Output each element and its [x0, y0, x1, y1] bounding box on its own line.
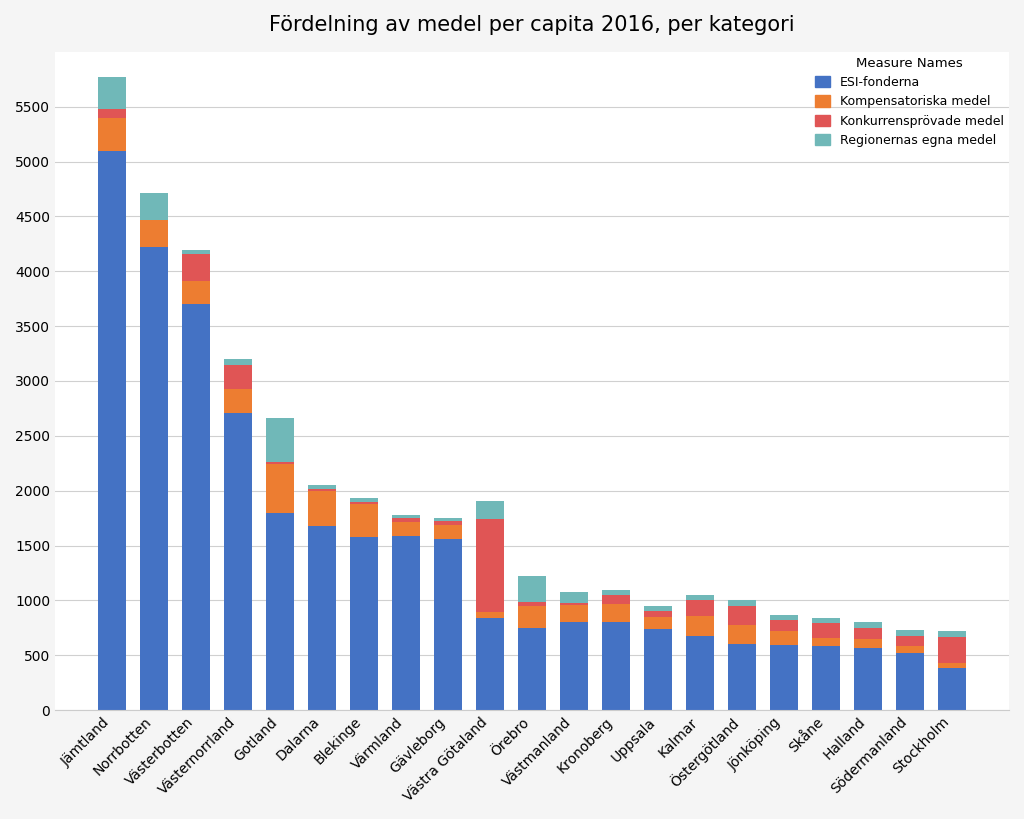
Bar	[434, 539, 462, 710]
Bar	[812, 638, 840, 646]
Bar	[518, 628, 546, 710]
Bar	[644, 617, 672, 629]
Bar	[854, 622, 882, 628]
Title: Fördelning av medel per capita 2016, per kategori: Fördelning av medel per capita 2016, per…	[269, 15, 795, 35]
Bar	[938, 663, 966, 668]
Bar	[602, 595, 630, 604]
Bar	[728, 625, 756, 645]
Bar	[266, 462, 294, 464]
Bar	[182, 251, 210, 254]
Legend: ESI-fonderna, Kompensatoriska medel, Konkurrensprövade medel, Regionernas egna m: ESI-fonderna, Kompensatoriska medel, Kon…	[810, 52, 1009, 152]
Bar	[686, 616, 714, 636]
Bar	[350, 536, 378, 710]
Bar	[266, 513, 294, 710]
Bar	[476, 500, 504, 519]
Bar	[728, 606, 756, 625]
Bar	[98, 77, 126, 109]
Bar	[770, 631, 798, 645]
Bar	[854, 648, 882, 710]
Bar	[140, 219, 168, 247]
Bar	[224, 389, 252, 413]
Bar	[602, 622, 630, 710]
Bar	[602, 604, 630, 622]
Bar	[182, 304, 210, 710]
Bar	[896, 653, 924, 710]
Bar	[182, 281, 210, 304]
Bar	[812, 618, 840, 623]
Bar	[644, 606, 672, 612]
Bar	[224, 364, 252, 389]
Bar	[560, 622, 588, 710]
Bar	[644, 612, 672, 617]
Bar	[266, 464, 294, 513]
Bar	[686, 595, 714, 600]
Bar	[812, 623, 840, 638]
Bar	[308, 485, 336, 488]
Bar	[644, 629, 672, 710]
Bar	[938, 668, 966, 710]
Bar	[434, 525, 462, 539]
Bar	[182, 254, 210, 281]
Bar	[896, 636, 924, 646]
Bar	[392, 518, 420, 522]
Bar	[770, 620, 798, 631]
Bar	[98, 109, 126, 118]
Bar	[560, 604, 588, 622]
Bar	[392, 536, 420, 710]
Bar	[98, 118, 126, 151]
Bar	[308, 526, 336, 710]
Bar	[854, 628, 882, 639]
Bar	[308, 491, 336, 526]
Bar	[434, 522, 462, 525]
Bar	[518, 606, 546, 628]
Bar	[350, 502, 378, 504]
Bar	[140, 247, 168, 710]
Bar	[518, 577, 546, 601]
Bar	[686, 636, 714, 710]
Bar	[518, 601, 546, 606]
Bar	[770, 645, 798, 710]
Bar	[602, 590, 630, 595]
Bar	[350, 499, 378, 502]
Bar	[224, 413, 252, 710]
Bar	[476, 613, 504, 618]
Bar	[812, 646, 840, 710]
Bar	[560, 603, 588, 604]
Bar	[854, 639, 882, 648]
Bar	[476, 618, 504, 710]
Bar	[938, 636, 966, 663]
Bar	[476, 519, 504, 613]
Bar	[896, 646, 924, 653]
Bar	[728, 600, 756, 606]
Bar	[728, 645, 756, 710]
Bar	[308, 488, 336, 491]
Bar	[140, 193, 168, 219]
Bar	[560, 591, 588, 603]
Bar	[392, 522, 420, 536]
Bar	[686, 600, 714, 616]
Bar	[98, 151, 126, 710]
Bar	[392, 515, 420, 518]
Bar	[350, 504, 378, 536]
Bar	[896, 630, 924, 636]
Bar	[770, 615, 798, 620]
Bar	[938, 631, 966, 636]
Bar	[224, 359, 252, 364]
Bar	[434, 518, 462, 522]
Bar	[266, 419, 294, 462]
